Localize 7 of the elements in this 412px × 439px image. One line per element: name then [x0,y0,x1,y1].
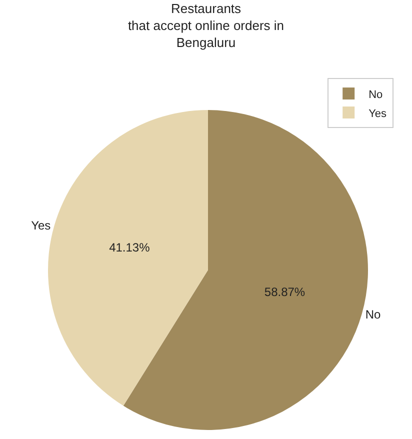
data-label: 41.13% [109,240,150,255]
slice-label: Yes [31,218,51,232]
slice-label: No [365,308,381,322]
legend-label: No [368,88,383,101]
data-label: 58.87% [264,285,306,300]
chart-title: Restaurants that accept online orders in Bengaluru [128,1,284,50]
legend-label: Yes [368,108,388,120]
